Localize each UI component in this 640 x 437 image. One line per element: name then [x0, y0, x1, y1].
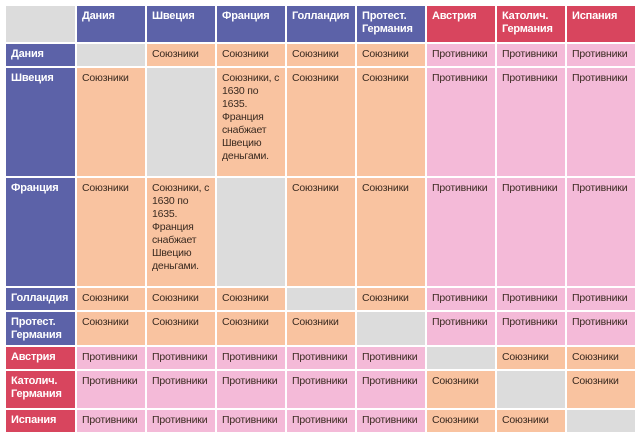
relation-cell [497, 371, 565, 408]
relation-cell: Противники [77, 347, 145, 369]
alliance-table: Дания Швеция Франция Голландия Протест. Герм… [6, 6, 635, 432]
row-header: Испания [6, 410, 75, 432]
relation-cell: Противники [217, 371, 285, 408]
relation-cell: Противники [287, 410, 355, 432]
row-header: Швеция [6, 68, 75, 176]
relation-cell: Противники [287, 371, 355, 408]
relation-cell [427, 347, 495, 369]
column-header: Протест. Германия [357, 6, 425, 42]
relation-cell: Союзники [287, 178, 355, 286]
relation-cell [357, 312, 425, 345]
relation-cell: Противники [567, 44, 635, 66]
relation-cell: Противники [287, 347, 355, 369]
relation-cell: Противники [427, 178, 495, 286]
relation-cell: Союзники [147, 288, 215, 310]
column-header: Швеция [147, 6, 215, 42]
relation-cell: Противники [217, 410, 285, 432]
relation-cell: Союзники [217, 288, 285, 310]
row-header: Голландия [6, 288, 75, 310]
relation-cell [77, 44, 145, 66]
relation-cell: Противники [497, 288, 565, 310]
row-header: Дания [6, 44, 75, 66]
relation-cell: Противники [147, 347, 215, 369]
relation-cell: Союзники [357, 44, 425, 66]
relation-cell: Союзники [287, 44, 355, 66]
relation-cell: Союзники [287, 68, 355, 176]
relation-cell: Противники [427, 44, 495, 66]
relation-cell: Союзники [357, 288, 425, 310]
column-header: Франция [217, 6, 285, 42]
relation-cell: Противники [497, 44, 565, 66]
relation-cell: Противники [497, 68, 565, 176]
relation-cell: Противники [567, 288, 635, 310]
column-header: Голландия [287, 6, 355, 42]
relation-cell: Союзники [567, 347, 635, 369]
relation-cell: Союзники [77, 178, 145, 286]
relation-cell: Союзники [217, 44, 285, 66]
relation-cell: Противники [427, 312, 495, 345]
relation-cell: Противники [147, 371, 215, 408]
relation-cell: Союзники [287, 312, 355, 345]
relation-cell: Противники [497, 312, 565, 345]
relation-cell [287, 288, 355, 310]
relation-cell: Противники [427, 288, 495, 310]
relation-cell: Союзники [427, 371, 495, 408]
relation-cell: Противники [357, 347, 425, 369]
relation-cell: Союзники [77, 288, 145, 310]
corner-cell [6, 6, 75, 42]
relation-cell: Союзники [357, 68, 425, 176]
relation-cell: Противники [567, 312, 635, 345]
row-header: Франция [6, 178, 75, 286]
relation-cell: Союзники [357, 178, 425, 286]
relation-cell: Союзники [147, 44, 215, 66]
relation-cell: Противники [567, 178, 635, 286]
relation-cell [217, 178, 285, 286]
column-header: Католич. Германия [497, 6, 565, 42]
row-header: Протест. Германия [6, 312, 75, 345]
relation-cell: Союзники, с 1630 по 1635. Франция снабжа… [147, 178, 215, 286]
relation-cell: Противники [217, 347, 285, 369]
relation-cell: Противники [567, 68, 635, 176]
relation-cell: Противники [77, 410, 145, 432]
relation-cell: Противники [497, 178, 565, 286]
relation-cell: Союзники [497, 410, 565, 432]
relation-cell: Союзники [427, 410, 495, 432]
relation-cell: Противники [357, 371, 425, 408]
relation-cell [147, 68, 215, 176]
row-header: Католич. Германия [6, 371, 75, 408]
relation-cell: Союзники [77, 68, 145, 176]
relation-cell: Противники [147, 410, 215, 432]
relation-cell: Союзники [497, 347, 565, 369]
relation-cell [567, 410, 635, 432]
relation-cell: Противники [357, 410, 425, 432]
relation-cell: Противники [427, 68, 495, 176]
relation-cell: Союзники [77, 312, 145, 345]
row-header: Австрия [6, 347, 75, 369]
column-header: Испания [567, 6, 635, 42]
column-header: Австрия [427, 6, 495, 42]
relation-cell: Союзники [567, 371, 635, 408]
relation-cell: Союзники [217, 312, 285, 345]
column-header: Дания [77, 6, 145, 42]
relation-cell: Союзники, с 1630 по 1635. Франция снабжа… [217, 68, 285, 176]
relation-cell: Союзники [147, 312, 215, 345]
relation-cell: Противники [77, 371, 145, 408]
